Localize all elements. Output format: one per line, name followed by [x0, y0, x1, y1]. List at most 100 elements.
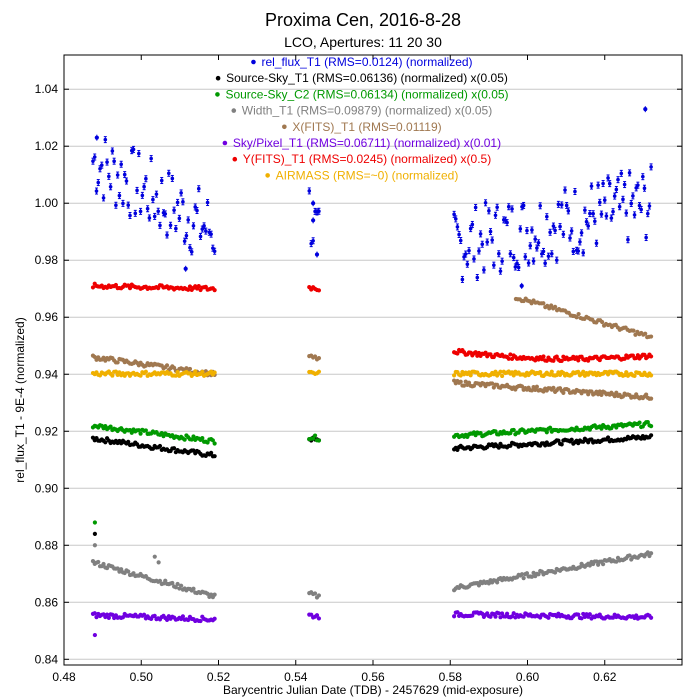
legend-marker	[222, 140, 228, 146]
data-point	[212, 288, 217, 293]
data-point	[473, 205, 478, 210]
data-point	[596, 183, 600, 187]
data-point	[205, 591, 210, 596]
data-point	[212, 454, 217, 459]
data-point	[498, 369, 503, 374]
data-point	[152, 554, 157, 559]
series-2	[90, 420, 654, 525]
data-point	[307, 189, 312, 193]
data-point	[488, 229, 493, 234]
data-point	[200, 435, 205, 441]
data-point	[138, 209, 143, 214]
data-point	[490, 381, 495, 386]
data-point	[453, 217, 458, 221]
data-point	[558, 224, 562, 229]
data-point	[519, 384, 525, 389]
data-point	[122, 172, 127, 177]
series-4	[90, 296, 654, 401]
data-point	[143, 428, 148, 433]
data-point	[164, 363, 170, 368]
data-point	[634, 613, 639, 618]
data-point	[152, 613, 157, 618]
data-point	[181, 200, 185, 204]
x-tick-label: 0.50	[130, 670, 154, 684]
data-point	[110, 373, 115, 378]
data-point	[119, 162, 123, 167]
data-point	[212, 616, 217, 621]
data-point	[536, 572, 541, 577]
data-point	[579, 231, 584, 235]
data-point	[94, 189, 99, 193]
data-point	[576, 358, 581, 363]
data-point	[163, 212, 168, 216]
data-point	[581, 251, 586, 255]
data-point	[531, 259, 536, 263]
data-point	[642, 186, 647, 191]
data-point	[179, 583, 184, 588]
legend-entry-label: Y(FITS)_T1 (RMS=0.0245) (normalized) x(0…	[243, 152, 491, 166]
x-tick-label: 0.58	[439, 670, 463, 684]
series-0	[91, 106, 653, 289]
data-point	[137, 151, 141, 156]
data-point	[588, 211, 592, 216]
data-point	[191, 224, 196, 228]
data-point	[135, 188, 139, 193]
data-point	[612, 194, 617, 198]
data-point	[92, 520, 97, 525]
data-point	[649, 334, 654, 339]
data-point	[589, 184, 594, 188]
data-point	[591, 211, 595, 216]
data-point	[583, 208, 587, 212]
data-point	[468, 373, 473, 378]
data-point	[587, 612, 592, 617]
data-point	[463, 379, 468, 384]
data-point	[171, 446, 177, 451]
data-point	[634, 186, 639, 190]
data-point	[175, 581, 180, 587]
data-point	[509, 614, 515, 619]
data-point	[187, 366, 193, 372]
legend-marker	[215, 75, 221, 81]
data-point	[631, 328, 636, 333]
data-point	[531, 570, 536, 576]
data-point	[568, 236, 572, 240]
data-point	[624, 211, 629, 215]
data-point	[616, 177, 620, 182]
data-point	[605, 435, 611, 440]
data-point	[458, 238, 463, 243]
data-point	[564, 203, 569, 208]
data-point	[311, 201, 316, 206]
legend-marker	[251, 59, 256, 65]
legend-entry-label: AIRMASS (RMS=~0) (normalized)	[276, 168, 459, 182]
y-tick-label: 0.98	[35, 253, 59, 267]
data-point	[452, 373, 457, 378]
data-point	[594, 241, 599, 246]
data-point	[186, 617, 191, 623]
data-point	[506, 356, 511, 361]
data-point	[627, 553, 632, 558]
data-point	[553, 228, 557, 233]
data-point	[649, 396, 654, 401]
data-point	[182, 239, 187, 243]
x-tick-label: 0.60	[516, 670, 540, 684]
data-point	[645, 550, 650, 555]
data-point	[645, 211, 650, 216]
x-tick-label: 0.54	[284, 670, 308, 684]
data-point	[599, 426, 604, 431]
data-point	[599, 392, 604, 397]
data-point	[599, 212, 604, 216]
data-point	[622, 356, 627, 361]
data-point	[92, 611, 97, 616]
data-point	[182, 437, 187, 442]
data-point	[548, 372, 553, 377]
data-point	[463, 252, 468, 256]
data-point	[101, 561, 106, 567]
legend: rel_flux_T1 (RMS=0.0124) (normalized) Sou…	[215, 55, 509, 182]
data-point	[127, 286, 133, 291]
data-point	[544, 430, 549, 435]
y-tick-label: 1.04	[35, 82, 59, 96]
series-7	[90, 369, 654, 379]
data-point	[183, 266, 188, 271]
data-point	[612, 393, 617, 399]
data-point	[180, 614, 185, 619]
